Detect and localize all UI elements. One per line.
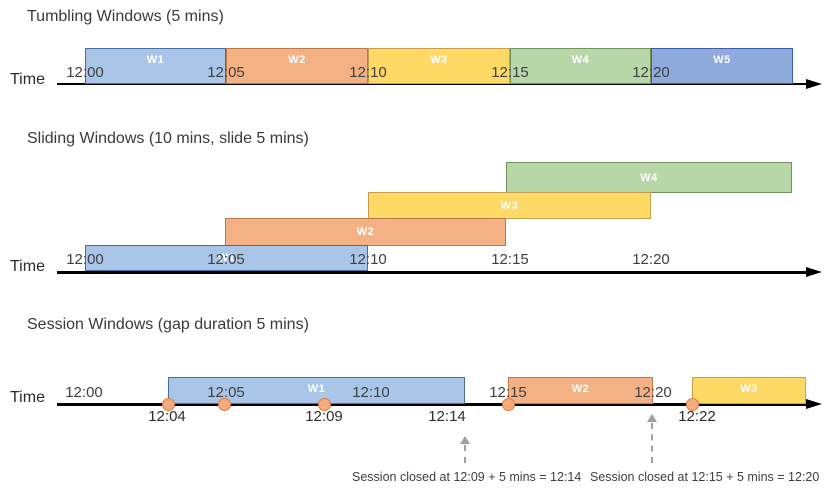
window-w2: W2: [508, 377, 653, 404]
tick-label: 12:05: [207, 384, 245, 401]
window-w5: W5: [651, 48, 793, 84]
time-axis-label: Time: [10, 258, 45, 275]
event-dot: [218, 398, 231, 411]
event-dot: [318, 398, 331, 411]
event-dot: [162, 398, 175, 411]
tick-label: 12:20: [634, 384, 672, 401]
session-close-annotation: Session closed at 12:09 + 5 mins = 12:14: [352, 470, 582, 484]
tick-label: 12:00: [65, 384, 103, 401]
window-w1: W1: [85, 245, 368, 271]
window-w3: W3: [368, 192, 651, 219]
tick-label: 12:15: [491, 64, 529, 81]
tick-label: 12:10: [349, 64, 387, 81]
section-title: Tumbling Windows (5 mins): [27, 8, 224, 25]
window-w1: W1: [168, 377, 465, 404]
event-time-label: 12:09: [305, 408, 343, 425]
dashed-up-arrow-icon: [647, 414, 657, 422]
window-w2: W2: [226, 48, 368, 84]
time-axis: [57, 83, 808, 85]
window-w4: W4: [510, 48, 651, 84]
session-close-annotation: Session closed at 12:15 + 5 mins = 12:20: [590, 470, 820, 484]
window-w4: W4: [506, 162, 792, 193]
tick-label: 12:00: [66, 64, 104, 81]
tick-label: 12:15: [491, 251, 529, 268]
section-title: Sliding Windows (10 mins, slide 5 mins): [27, 130, 309, 147]
event-time-label: 12:22: [678, 408, 716, 425]
event-time-label: 12:04: [148, 408, 186, 425]
section-title: Session Windows (gap duration 5 mins): [27, 316, 309, 333]
time-axis: [57, 271, 808, 274]
tick-label: 12:10: [349, 251, 387, 268]
dashed-arrow-stem: [464, 445, 466, 463]
window-w1: W1: [85, 48, 226, 84]
tick-label: 12:00: [66, 251, 104, 268]
window-w2: W2: [225, 218, 506, 246]
tick-label: 12:10: [352, 384, 390, 401]
tick-label: 12:05: [207, 251, 245, 268]
axis-arrow-icon: [806, 267, 822, 277]
window-w3: W3: [692, 377, 806, 404]
tick-label: 12:20: [632, 251, 670, 268]
event-time-label: 12:14: [428, 408, 466, 425]
event-dot: [686, 398, 699, 411]
tick-label: 12:20: [632, 64, 670, 81]
event-dot: [502, 398, 515, 411]
tick-label: 12:15: [489, 384, 527, 401]
axis-arrow-icon: [806, 399, 822, 409]
time-axis-label: Time: [10, 389, 45, 406]
window-w3: W3: [368, 48, 510, 84]
axis-arrow-icon: [806, 79, 822, 89]
dashed-up-arrow-icon: [460, 436, 470, 444]
time-axis-label: Time: [10, 71, 45, 88]
time-axis: [57, 403, 808, 406]
dashed-arrow-stem: [651, 423, 653, 463]
tick-label: 12:05: [207, 64, 245, 81]
